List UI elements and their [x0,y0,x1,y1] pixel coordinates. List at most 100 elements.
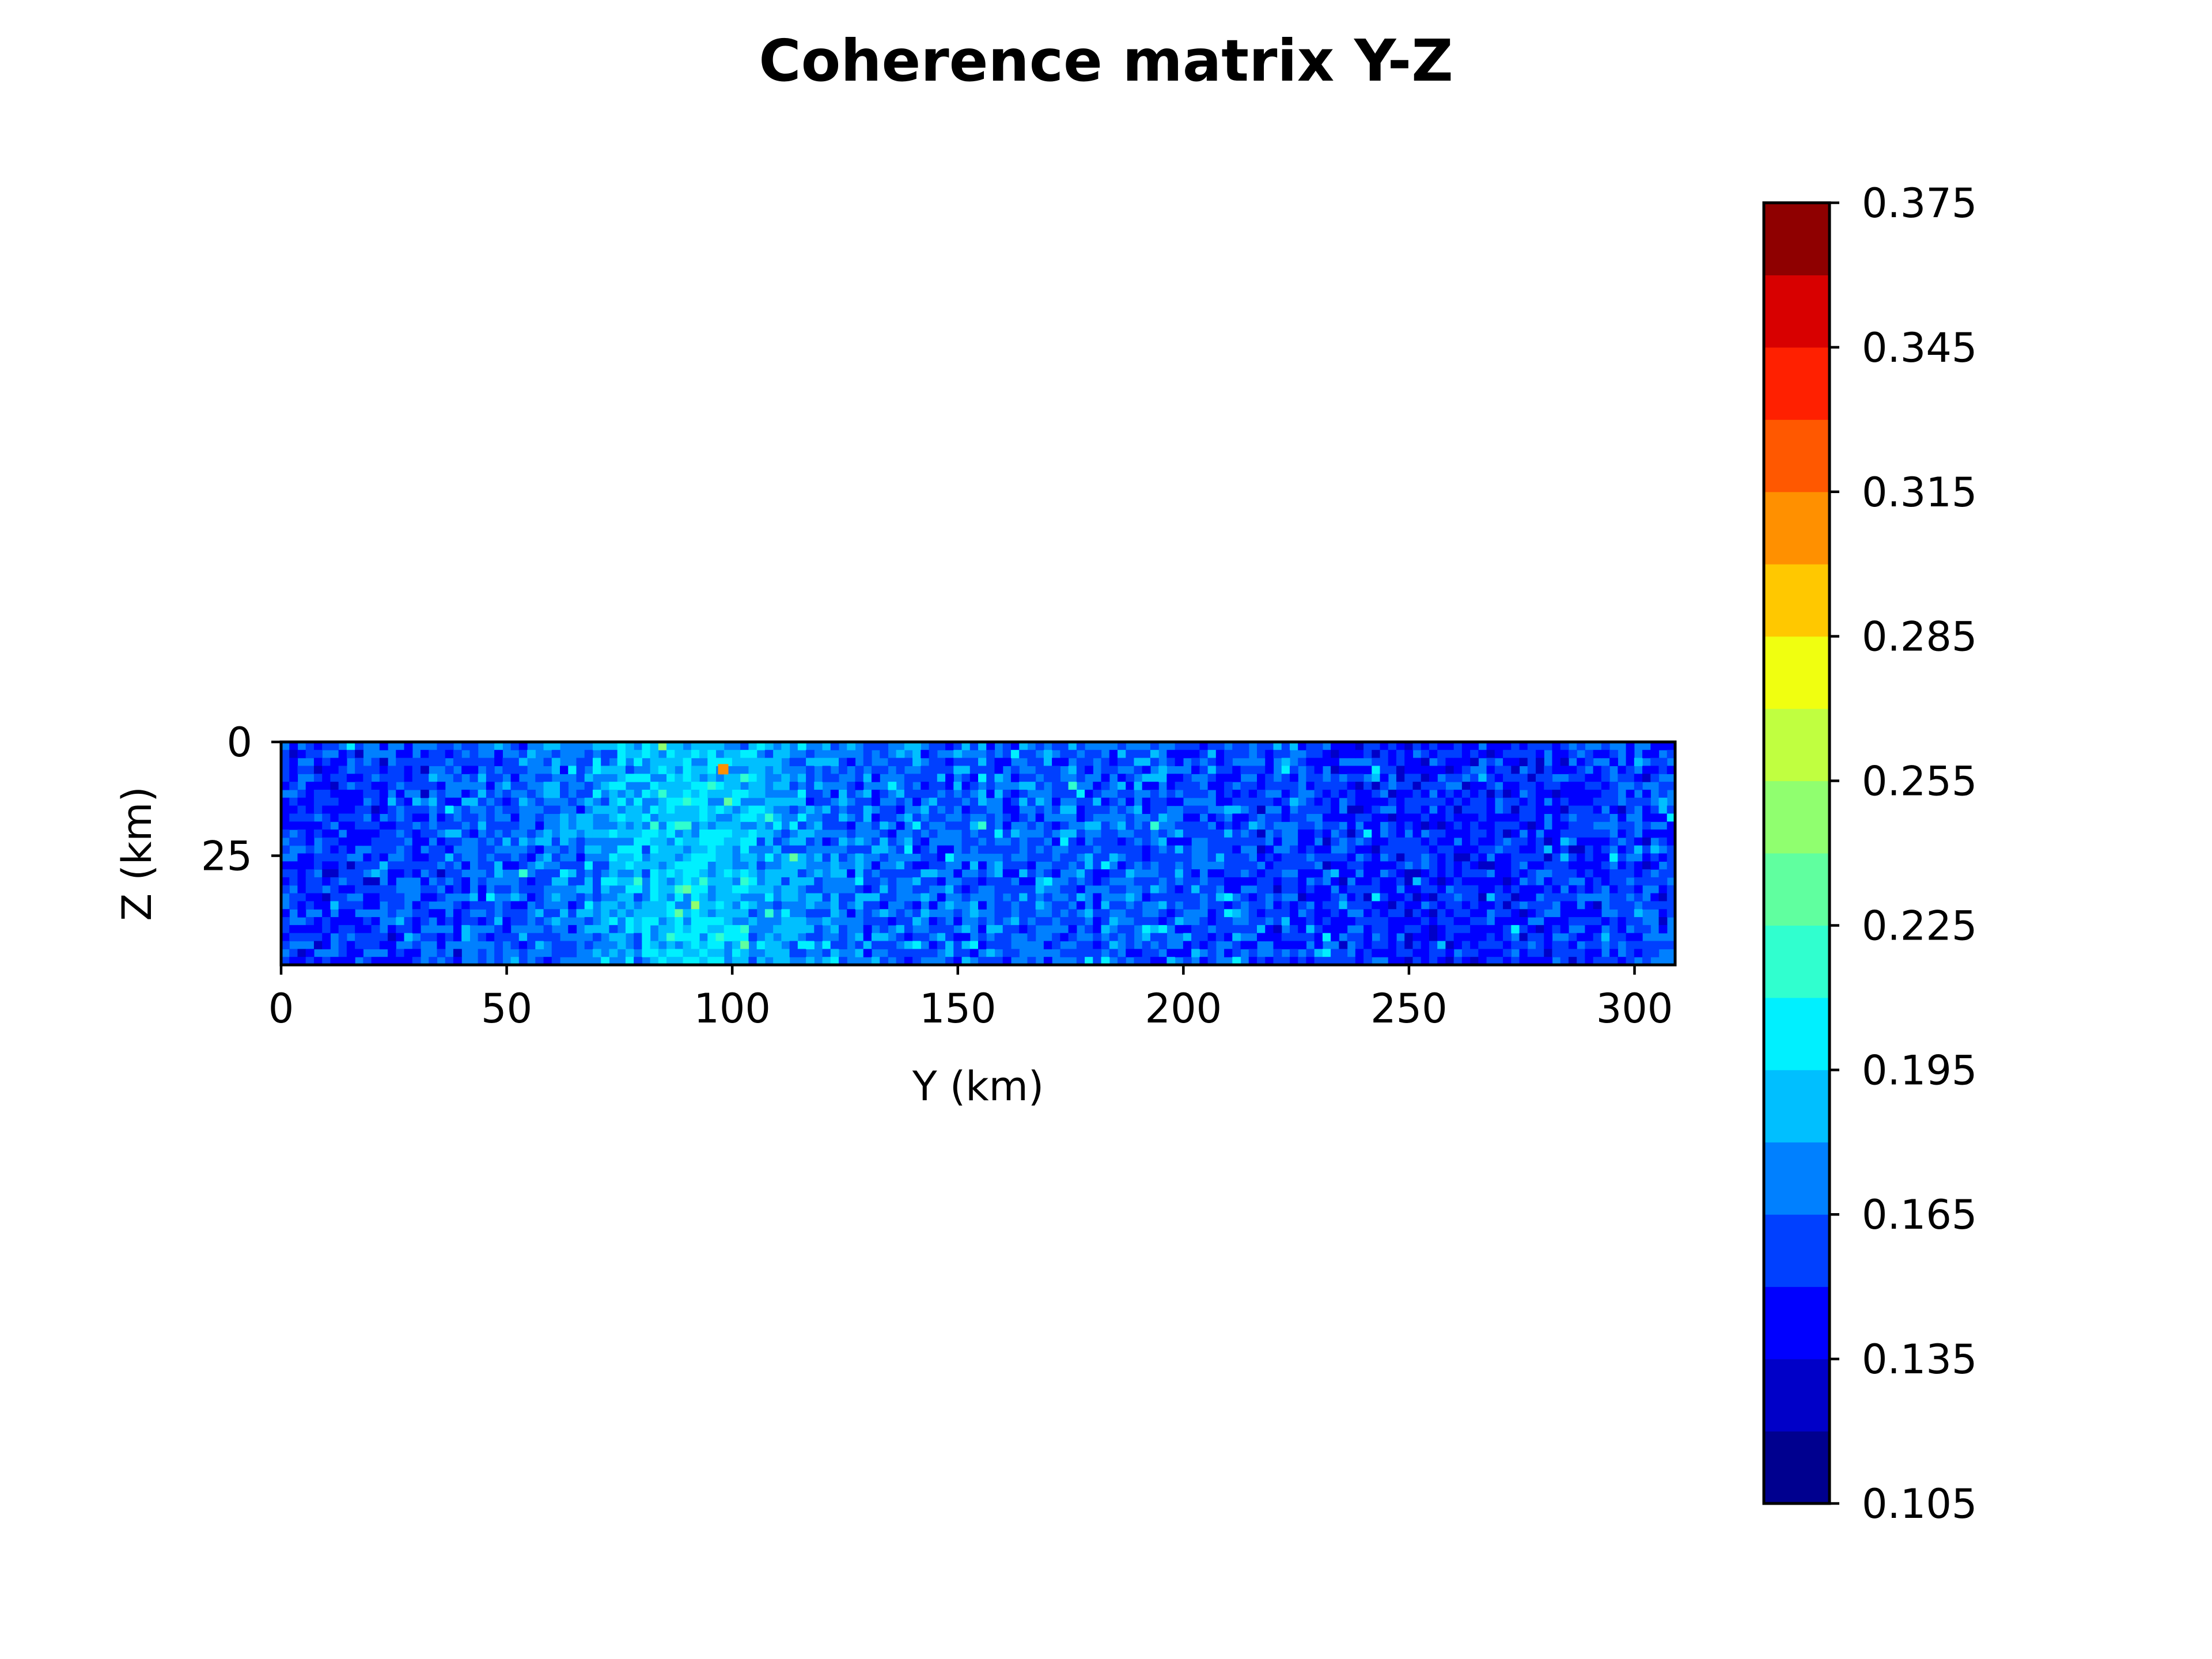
heatmap-cell [642,749,651,759]
heatmap-cell [658,869,667,878]
heatmap-cell [1248,949,1257,957]
heatmap-cell [1609,757,1618,767]
heatmap-cell [1478,813,1487,822]
heatmap-cell [486,869,495,878]
heatmap-cell [1593,949,1602,957]
heatmap-cell [921,766,930,774]
heatmap-cell [732,813,741,822]
heatmap-cells [281,742,1676,965]
heatmap-cell [699,893,708,902]
heatmap-cell [617,766,626,774]
heatmap-cell [732,821,741,830]
heatmap-cell [1158,941,1168,949]
heatmap-cell [969,805,979,814]
colorbar-bands [1764,203,1830,1504]
heatmap-cell [1544,782,1553,790]
heatmap-cell [1183,853,1192,862]
heatmap-cell [363,957,372,965]
heatmap-cell [1322,957,1331,965]
heatmap-cell [363,782,372,790]
heatmap-cell [1273,893,1282,902]
heatmap-cell [1118,757,1126,767]
heatmap-cell [806,774,815,782]
heatmap-cell [1118,782,1126,790]
heatmap-cell [1281,901,1290,910]
heatmap-cell [830,909,839,918]
heatmap-cell [429,749,438,759]
heatmap-cell [1658,853,1668,862]
heatmap-cell [584,925,593,934]
heatmap-cell [388,869,396,878]
heatmap-cell [1043,957,1052,965]
colorbar-tick-label: 0.105 [1862,1480,1977,1528]
heatmap-cell [1035,805,1044,814]
heatmap-cell [1388,821,1397,830]
heatmap-cell [338,813,347,822]
heatmap-cell [1412,861,1422,870]
heatmap-cell [855,861,864,870]
heatmap-cell [748,749,757,759]
heatmap-cell [921,782,930,790]
heatmap-cell [1273,742,1282,751]
heatmap-cell [609,782,618,790]
heatmap-cell [1002,789,1012,798]
heatmap-cell [839,957,847,965]
heatmap-cell [830,757,839,767]
heatmap-cell [297,749,306,759]
heatmap-cell [281,933,290,942]
heatmap-cell [699,813,708,822]
heatmap-cell [1035,853,1044,862]
heatmap-cell [1175,797,1184,806]
heatmap-cell [1503,941,1512,949]
heatmap-cell [1314,805,1323,814]
heatmap-cell [313,893,323,902]
heatmap-cell [437,909,446,918]
heatmap-cell [699,789,708,798]
heatmap-cell [437,893,446,902]
heatmap-cell [650,789,659,798]
heatmap-cell [699,837,708,846]
heatmap-cell [945,885,954,894]
heatmap-cell [822,813,831,822]
heatmap-cell [1027,957,1036,965]
heatmap-cell [1322,837,1331,846]
heatmap-cell [699,821,708,830]
heatmap-cell [1265,877,1274,886]
heatmap-cell [1437,917,1446,926]
heatmap-cell [592,766,601,774]
heatmap-cell [1331,949,1339,957]
heatmap-cell [1027,861,1036,870]
heatmap-cell [1306,797,1315,806]
heatmap-cell [388,909,396,918]
heatmap-cell [1601,813,1610,822]
heatmap-cell [1642,877,1651,886]
heatmap-cell [1085,845,1093,854]
heatmap-cell [1331,774,1339,782]
heatmap-cell [1339,909,1348,918]
heatmap-cell [707,901,717,910]
heatmap-cell [1322,853,1331,862]
heatmap-cell [1577,933,1586,942]
heatmap-cell [675,789,684,798]
heatmap-cell [494,949,503,957]
heatmap-cell [404,949,413,957]
heatmap-cell [699,869,708,878]
heatmap-cell [1421,925,1430,934]
heatmap-cell [748,917,757,926]
heatmap-cell [1215,901,1225,910]
heatmap-cell [461,933,471,942]
heatmap-cell [880,901,889,910]
heatmap-cell [781,797,790,806]
heatmap-cell [1568,766,1577,774]
heatmap-cell [888,893,897,902]
heatmap-cell [601,749,610,759]
heatmap-cell [1224,885,1233,894]
heatmap-cell [1166,853,1176,862]
heatmap-cell [764,949,774,957]
heatmap-cell [797,797,806,806]
heatmap-cell [535,869,544,878]
heatmap-cell [1503,821,1512,830]
heatmap-cell [355,925,363,934]
heatmap-cell [691,797,700,806]
heatmap-cell [1478,805,1487,814]
